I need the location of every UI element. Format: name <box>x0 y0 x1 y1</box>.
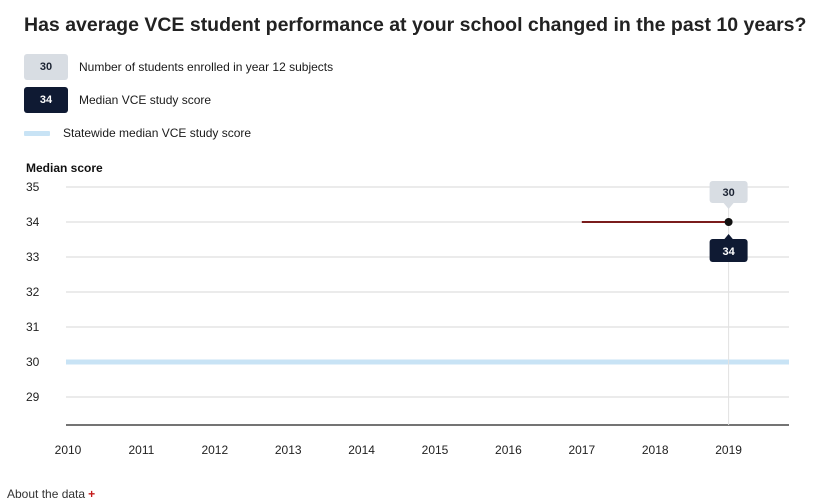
y-tick-label: 34 <box>26 215 40 229</box>
x-tick-label: 2010 <box>55 443 82 457</box>
x-tick-label: 2019 <box>715 443 742 457</box>
x-tick-label: 2013 <box>275 443 302 457</box>
y-tick-label: 33 <box>26 250 40 264</box>
students-badge <box>709 181 748 203</box>
median-score-point <box>724 218 733 226</box>
legend-median: 34 Median VCE study score <box>24 87 211 113</box>
legend-statewide-swatch <box>24 130 50 136</box>
y-tick-label: 31 <box>26 320 40 334</box>
median-badge-pointer <box>723 234 734 240</box>
x-tick-label: 2018 <box>642 443 669 457</box>
x-tick-label: 2014 <box>348 443 375 457</box>
median-badge <box>709 239 748 262</box>
students-badge-pointer <box>723 203 734 209</box>
legend-statewide: Statewide median VCE study score <box>24 120 251 146</box>
about-the-data-link[interactable]: About the data + <box>7 487 95 501</box>
legend-median-label: Median VCE study score <box>79 93 212 107</box>
about-the-data-label: About the data <box>7 487 86 501</box>
x-tick-label: 2015 <box>422 443 449 457</box>
students-badge-label: 30 <box>722 187 734 199</box>
x-tick-label: 2017 <box>568 443 595 457</box>
legend-students-label: Number of students enrolled in year 12 s… <box>79 60 334 74</box>
legend-statewide-label: Statewide median VCE study score <box>63 126 252 140</box>
plus-icon: + <box>88 487 96 501</box>
chart-title: Has average VCE student performance at y… <box>24 14 807 36</box>
legend-students-swatch: 30 <box>24 54 68 80</box>
y-tick-label: 30 <box>26 355 40 369</box>
x-tick-label: 2011 <box>128 443 154 457</box>
x-tick-label: 2016 <box>495 443 522 457</box>
y-tick-label: 32 <box>26 285 40 299</box>
legend-median-swatch: 34 <box>24 87 68 113</box>
median-badge-label: 34 <box>722 246 735 258</box>
x-tick-label: 2012 <box>201 443 228 457</box>
y-axis-title: Median score <box>26 161 103 175</box>
y-tick-label: 35 <box>26 180 40 194</box>
y-tick-label: 29 <box>26 390 40 404</box>
legend-students: 30 Number of students enrolled in year 1… <box>24 54 333 80</box>
